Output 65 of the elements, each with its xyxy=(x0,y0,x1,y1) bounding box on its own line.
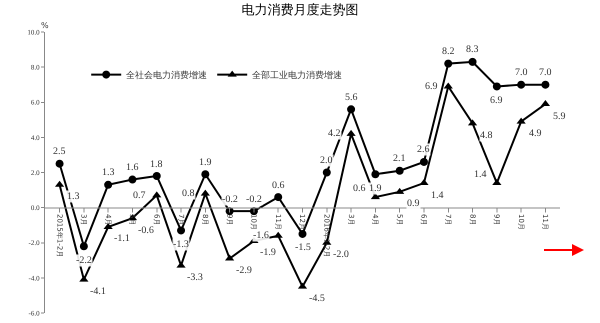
data-label: 0.6 xyxy=(353,183,366,194)
data-label: 2.0 xyxy=(320,155,332,166)
point xyxy=(201,170,210,178)
chart-title: 电力消费月度走势图 xyxy=(242,2,358,18)
point xyxy=(492,82,501,90)
point xyxy=(371,170,380,178)
data-label: 0.9 xyxy=(407,198,420,209)
data-label: 5.9 xyxy=(553,111,566,122)
point xyxy=(56,160,64,168)
point xyxy=(444,60,452,68)
data-label: -0.2 xyxy=(222,194,238,205)
point xyxy=(128,176,136,184)
point xyxy=(104,180,112,189)
point xyxy=(347,105,356,114)
data-label: -0.2 xyxy=(246,194,262,205)
data-label: 1.6 xyxy=(126,162,138,173)
data-label: 4.9 xyxy=(529,128,542,139)
data-label: 8.3 xyxy=(466,44,478,55)
data-label: -3.3 xyxy=(187,272,203,283)
data-label: 5.6 xyxy=(345,92,358,103)
point xyxy=(298,230,306,238)
point xyxy=(322,168,331,176)
data-label: 0.7 xyxy=(133,190,146,201)
data-label: -1.9 xyxy=(260,247,276,258)
data-label: -0.6 xyxy=(138,225,154,236)
data-label: 2.6 xyxy=(417,144,430,155)
legend-label: 全社会电力消费增速 xyxy=(126,70,208,82)
data-label: 6.9 xyxy=(490,95,502,106)
data-label: 2.5 xyxy=(53,146,66,157)
data-label: 1.9 xyxy=(369,183,382,194)
point xyxy=(541,80,550,89)
data-label: 1.8 xyxy=(150,159,162,170)
data-label: 8.2 xyxy=(442,46,454,57)
data-label: 1.3 xyxy=(67,191,80,202)
point xyxy=(152,172,161,180)
data-label: 4.2 xyxy=(328,128,340,139)
data-label: 4.8 xyxy=(480,130,492,141)
y-axis-title: % xyxy=(41,21,49,30)
legend-label: 全部工业电力消费增速 xyxy=(252,70,342,82)
point xyxy=(80,242,88,250)
point xyxy=(420,158,428,166)
data-label: -1.1 xyxy=(114,233,130,244)
data-label: -2.2 xyxy=(76,255,92,266)
data-label: 6.9 xyxy=(425,81,438,92)
data-label: -1.6 xyxy=(253,230,269,241)
point xyxy=(177,226,186,234)
data-label: -2.9 xyxy=(236,265,252,276)
data-label: 7.0 xyxy=(539,67,552,78)
data-label: -2.0 xyxy=(333,249,349,260)
point xyxy=(274,193,282,202)
data-label: -1.5 xyxy=(295,242,311,253)
data-label: 1.4 xyxy=(431,190,444,201)
data-label: 7.0 xyxy=(515,67,528,78)
point xyxy=(468,58,477,66)
data-label: -4.5 xyxy=(309,293,325,304)
data-label: -1.3 xyxy=(173,239,189,250)
point xyxy=(517,80,526,89)
data-label: 1.4 xyxy=(474,169,486,180)
data-label: -4.1 xyxy=(90,286,106,297)
data-label: 2.1 xyxy=(393,153,406,164)
point xyxy=(396,166,404,175)
data-label: 0.8 xyxy=(182,188,194,199)
data-label: 0.6 xyxy=(272,180,284,191)
data-label: 1.9 xyxy=(199,157,212,168)
data-label: 1.3 xyxy=(102,167,114,178)
